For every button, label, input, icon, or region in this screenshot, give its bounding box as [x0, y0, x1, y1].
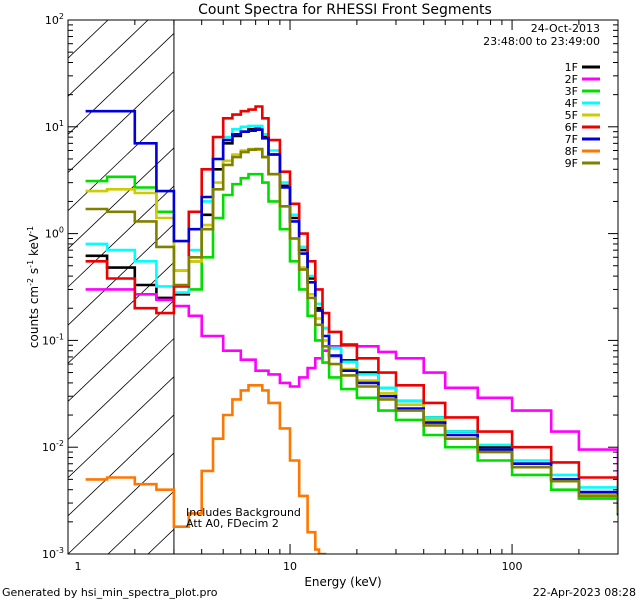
hatch-line	[68, 32, 174, 135]
series-line-9F	[85, 147, 618, 512]
y-tick-label: 101	[45, 119, 64, 134]
series-line-7F	[85, 109, 618, 510]
series-line-1F	[85, 127, 618, 516]
y-tick-label: 10-1	[42, 332, 64, 347]
legend-label-8F: 8F	[565, 145, 578, 158]
hatch-line	[68, 71, 174, 174]
hatch-line	[68, 452, 174, 554]
footer-generated-by: Generated by hsi_min_spectra_plot.pro	[2, 586, 218, 599]
y-tick-label: 10-3	[42, 546, 64, 561]
annotation-background: Includes Background	[186, 506, 301, 519]
series-line-2F	[85, 288, 618, 477]
legend-label-6F: 6F	[565, 121, 578, 134]
hatch-line	[68, 20, 149, 97]
y-tick-label: 102	[45, 12, 64, 27]
hatch-line	[68, 147, 174, 250]
footer-generated-on: 22-Apr-2023 08:28	[533, 586, 636, 599]
hatch-line	[68, 376, 174, 479]
plot-frame	[67, 19, 619, 555]
x-tick-label: 10	[283, 560, 297, 573]
legend-label-1F: 1F	[565, 61, 578, 74]
series-line-3F	[85, 172, 618, 514]
legend-label-9F: 9F	[565, 157, 578, 170]
series-group	[85, 105, 618, 554]
legend-label-5F: 5F	[565, 109, 578, 122]
series-line-8F	[85, 384, 327, 554]
x-tick-label: 1	[75, 560, 82, 573]
y-axis-label: counts cm-2 s-1 keV-1	[26, 226, 41, 348]
legend-label-3F: 3F	[565, 85, 578, 98]
x-tick-label: 100	[502, 560, 523, 573]
time-range-label: 23:48:00 to 23:49:00	[483, 35, 600, 48]
date-label: 24-Oct-2013	[531, 22, 600, 35]
hatch-line	[68, 299, 174, 402]
hatch-line	[68, 223, 174, 326]
axes-group: 10 100 1 10-3 10-2 10-1 100 101 102	[42, 12, 619, 573]
annotation-attenuator: Att A0, FDecim 2	[186, 517, 279, 530]
legend-label-4F: 4F	[565, 97, 578, 110]
hatch-line	[68, 414, 174, 517]
y-tick-label: 100	[45, 226, 64, 241]
legend-label-7F: 7F	[565, 133, 578, 146]
y-tick-label: 10-2	[42, 439, 64, 454]
hatch-region	[68, 20, 174, 554]
chart-title: Count Spectra for RHESSI Front Segments	[198, 2, 492, 18]
hatch-line	[68, 20, 109, 59]
hatch-line	[68, 338, 174, 441]
x-axis-label: Energy (keV)	[304, 575, 381, 589]
series-line-5F	[85, 147, 618, 512]
legend-label-2F: 2F	[565, 73, 578, 86]
hatch-line	[68, 261, 174, 364]
